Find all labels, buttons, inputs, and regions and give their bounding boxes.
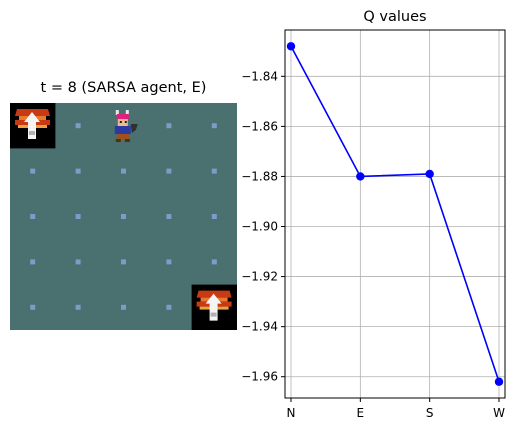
grid-dot — [211, 259, 217, 265]
grid-dot — [75, 304, 81, 310]
y-tick-label: −1.84 — [241, 69, 278, 83]
y-tick-label: −1.92 — [241, 270, 278, 284]
y-tick-label: −1.96 — [241, 370, 278, 384]
plot-frame — [284, 29, 506, 399]
grid-dot — [211, 214, 217, 219]
x-tick-label: S — [426, 406, 434, 420]
grid-dot — [121, 304, 126, 310]
grid-dot — [166, 259, 172, 265]
x-tick-label: N — [287, 406, 296, 420]
grid-title: t = 8 (SARSA agent, E) — [40, 80, 207, 96]
grid-dot — [166, 123, 172, 129]
grid-dot — [166, 304, 172, 310]
grid-dot — [166, 168, 172, 174]
grid-dot — [211, 168, 217, 174]
y-tick-label: −1.88 — [241, 169, 278, 183]
grid-dot — [121, 259, 126, 265]
chart-title: Q values — [363, 9, 427, 25]
x-tick-label: E — [357, 406, 365, 420]
q-value-point — [356, 172, 365, 181]
grid-dot — [30, 168, 36, 174]
q-values-line — [290, 45, 500, 382]
treasure-chest-icon — [10, 103, 56, 149]
q-value-point — [286, 42, 296, 51]
grid-dot — [30, 304, 36, 310]
treasure-chest-icon — [191, 284, 237, 330]
q-value-point — [425, 169, 434, 179]
y-tick-label: −1.86 — [241, 119, 278, 133]
x-tick-label: W — [493, 406, 505, 420]
grid-dot — [211, 123, 217, 129]
adventurer-icon — [114, 110, 138, 142]
grid-dot — [30, 214, 36, 219]
grid-dot — [121, 168, 126, 174]
grid-dot — [75, 259, 81, 265]
grid-dot — [121, 214, 126, 219]
grid-dot — [75, 214, 81, 219]
grid-dot — [75, 168, 81, 174]
y-tick-label: −1.90 — [241, 220, 278, 234]
grid-dot — [166, 214, 172, 219]
grid-dot — [30, 259, 36, 265]
y-tick-label: −1.94 — [241, 320, 278, 334]
q-value-point — [494, 377, 504, 386]
grid-dot — [75, 123, 81, 129]
